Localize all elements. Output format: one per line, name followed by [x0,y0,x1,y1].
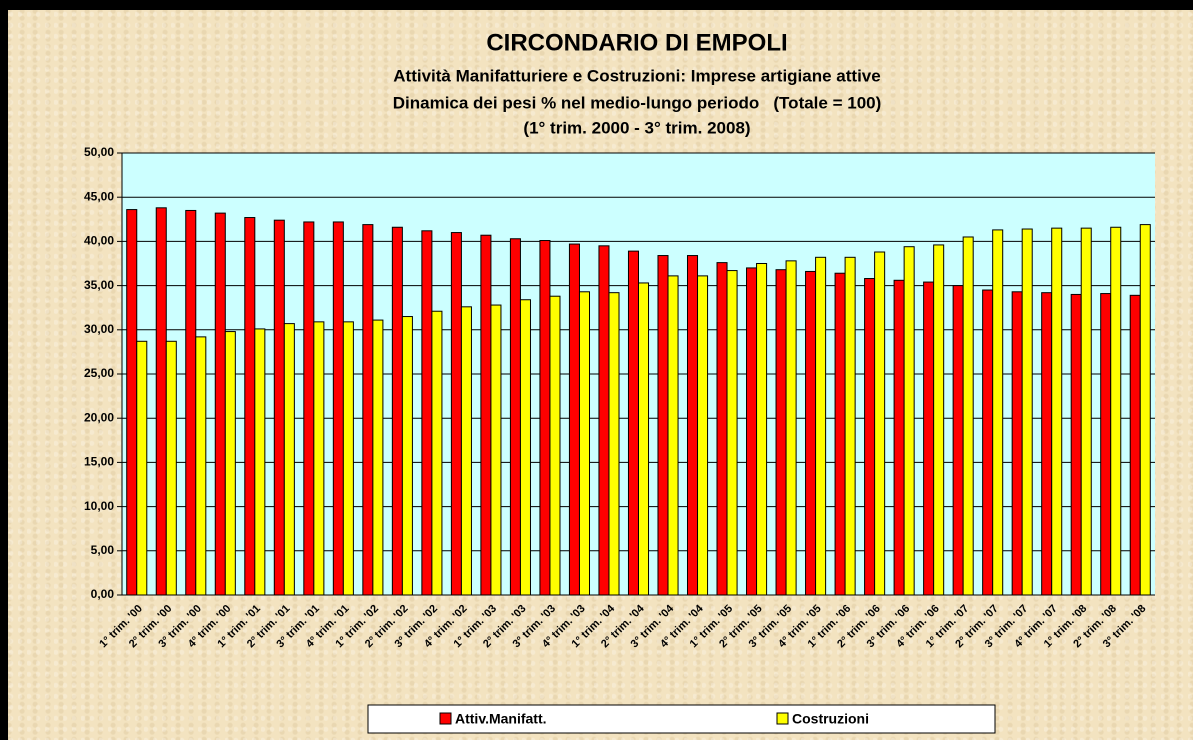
bar [539,240,551,596]
bar [273,219,285,596]
bar [362,224,374,596]
bar [923,281,935,596]
bar [391,226,403,596]
y-tick-label: 40,00 [84,234,114,248]
bar [746,267,758,596]
y-tick-label: 5,00 [91,543,115,557]
legend-swatch [439,712,452,725]
frame-top [0,0,1193,10]
bar [126,209,138,596]
bar [480,234,492,596]
bar [962,236,974,596]
y-tick-label: 10,00 [84,499,114,513]
bar [726,270,738,596]
bar [509,238,521,596]
y-tick-label: 35,00 [84,278,114,292]
bar [313,321,325,596]
chart-subtitle: Attività Manifatturiere e Costruzioni: I… [393,66,880,85]
bar [982,289,994,596]
y-tick-label: 50,00 [84,145,114,159]
bar [686,255,699,596]
y-tick-label: 25,00 [84,366,114,380]
bar [638,282,650,596]
bar [598,245,610,596]
legend-box [367,704,996,734]
bar [864,278,876,596]
bar [165,340,177,596]
frame-left [0,0,8,740]
bar [716,262,728,596]
bar [874,251,886,596]
bar [185,209,197,596]
chart-subtitle: Dinamica dei pesi % nel medio-lungo peri… [393,93,882,112]
bar [195,336,207,596]
bar [1110,226,1122,596]
bar [1100,293,1112,596]
bar [519,299,531,596]
bar [224,331,236,596]
bar [460,306,472,596]
y-tick-label: 30,00 [84,322,114,336]
bar [1011,291,1023,596]
bar [893,279,905,596]
bar [1139,224,1151,596]
bar [627,250,640,596]
y-tick-label: 20,00 [84,410,114,424]
bar [244,217,256,596]
bar [844,256,856,596]
bar [608,292,620,596]
bar [303,221,315,596]
bar [1080,227,1092,596]
bar [1051,227,1063,596]
bar [667,275,679,596]
bar [431,310,443,596]
bar [657,255,669,596]
bar [992,229,1004,596]
y-tick-label: 15,00 [84,455,114,469]
chart-title: CIRCONDARIO DI EMPOLI [486,29,787,56]
bar [952,285,964,596]
bar [568,243,580,596]
bar [815,256,827,596]
bar [283,323,295,596]
bar [136,340,148,596]
bar [155,207,167,596]
bar [933,244,945,596]
legend-label: Attiv.Manifatt. [455,711,547,727]
chart-subtitle: (1° trim. 2000 - 3° trim. 2008) [523,118,750,137]
y-tick-label: 45,00 [84,189,114,203]
bar [372,319,384,596]
bar [578,291,591,596]
bar [805,270,817,596]
bar [697,275,709,596]
bar [421,230,433,596]
bar [450,232,462,596]
bar [254,328,266,596]
bar [775,269,787,596]
bar [401,316,413,596]
bar [1070,293,1082,596]
bar [1129,294,1141,596]
bar [342,321,354,596]
legend-swatch [776,712,789,725]
bar [903,246,915,596]
legend-label: Costruzioni [792,711,869,727]
bar [785,260,797,596]
bar [1041,292,1053,596]
y-tick-label: 0,00 [91,587,115,601]
bar [756,263,768,596]
bar [1021,228,1033,596]
bar [214,212,226,596]
bar [332,221,344,596]
bar [834,272,846,596]
bar [490,304,502,596]
bar [549,295,561,596]
